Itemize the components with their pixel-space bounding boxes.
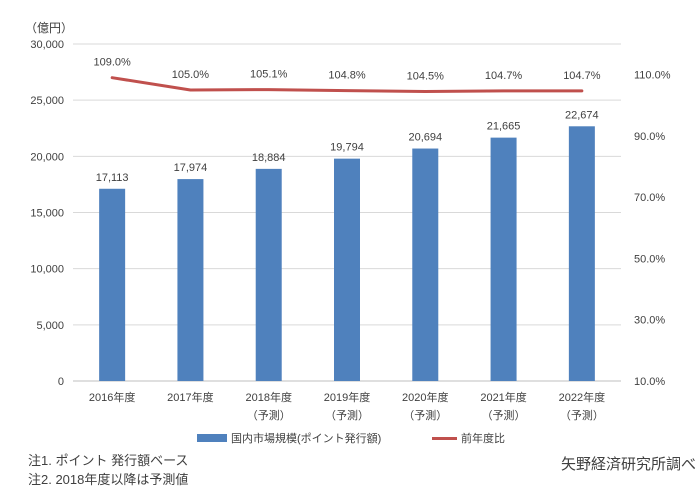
legend-item-market-size: 国内市場規模(ポイント発行額) [197, 430, 381, 446]
bar [334, 158, 360, 381]
bar [412, 148, 439, 381]
line-series-swatch-icon [432, 436, 457, 440]
right-axis-tick-label: 70.0% [634, 192, 665, 204]
category-sublabel: （予測） [325, 408, 369, 422]
right-axis-tick-label: 10.0% [634, 376, 665, 388]
bar-value-label: 17,113 [96, 172, 129, 184]
left-axis-tick-label: 30,000 [30, 39, 64, 51]
left-axis-tick-label: 15,000 [30, 208, 64, 220]
left-axis-tick-label: 5,000 [36, 320, 64, 332]
right-axis-tick-label: 110.0% [634, 70, 671, 82]
footnote-1: 注1. ポイント 発行額ベース [28, 453, 189, 468]
right-axis-tick-label: 50.0% [634, 253, 665, 265]
left-axis-tick-label: 0 [58, 376, 64, 388]
bar [490, 137, 517, 381]
bar [568, 126, 595, 381]
right-axis-tick-label: 30.0% [634, 315, 665, 327]
category-sublabel: （予測） [482, 408, 526, 422]
category-sublabel: （予測） [403, 408, 447, 422]
footnotes: 注1. ポイント 発行額ベース 注2. 2018年度以降は予測値 [28, 451, 188, 489]
category-label: 2016年度 [89, 390, 135, 404]
left-axis-unit-label: （億円） [25, 21, 74, 35]
category-label: 2020年度 [402, 390, 448, 404]
line-value-label: 104.8% [328, 70, 366, 82]
category-label: 2022年度 [559, 390, 605, 404]
bar-value-label: 18,884 [252, 152, 286, 164]
bar-value-label: 21,665 [487, 121, 521, 133]
bar-series-swatch-icon [197, 434, 227, 442]
line-value-label: 105.1% [250, 69, 288, 81]
line-value-label: 105.0% [172, 69, 210, 81]
category-sublabel: （予測） [560, 408, 604, 422]
bar-value-label: 22,674 [565, 109, 599, 121]
category-label: 2021年度 [480, 390, 526, 404]
bar [99, 188, 126, 381]
category-sublabel: （予測） [247, 408, 291, 422]
left-axis-tick-label: 10,000 [30, 264, 64, 276]
footnote-2: 注2. 2018年度以降は予測値 [28, 472, 189, 487]
legend-item-yoy-ratio: 前年度比 [432, 430, 505, 446]
right-axis-tick-label: 90.0% [634, 131, 665, 143]
legend-label-market-size: 国内市場規模(ポイント発行額) [231, 433, 382, 445]
bar-value-label: 17,974 [174, 162, 208, 174]
bar [255, 168, 282, 381]
category-label: 2019年度 [324, 390, 370, 404]
left-axis-tick-label: 25,000 [30, 95, 64, 107]
category-label: 2017年度 [167, 390, 213, 404]
bar [177, 179, 204, 381]
left-axis-tick-label: 20,000 [30, 151, 64, 163]
trend-line [110, 76, 584, 93]
bar-value-label: 20,694 [408, 132, 442, 144]
line-value-label: 104.5% [407, 70, 445, 82]
line-value-label: 109.0% [93, 57, 131, 69]
source-credit: 矢野経済研究所調べ [560, 456, 696, 473]
legend-label-yoy-ratio: 前年度比 [461, 433, 505, 445]
line-value-label: 104.7% [485, 70, 523, 82]
bar-value-label: 19,794 [330, 142, 364, 154]
category-label: 2018年度 [245, 390, 291, 404]
line-value-label: 104.7% [563, 70, 601, 82]
